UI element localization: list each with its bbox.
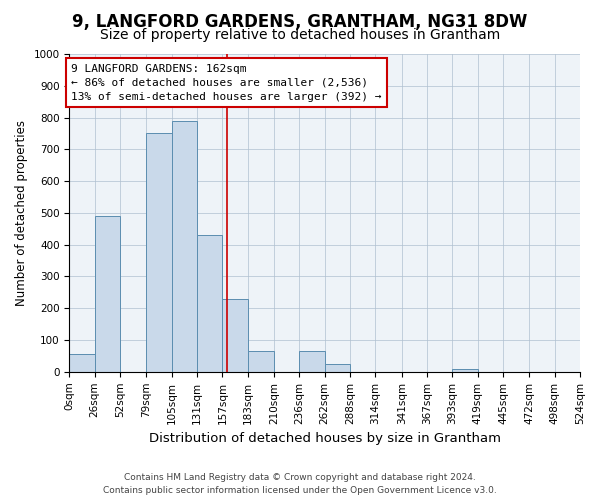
Bar — [146, 134, 172, 372]
Y-axis label: Number of detached properties: Number of detached properties — [15, 120, 28, 306]
Bar — [299, 351, 325, 372]
Text: 9, LANGFORD GARDENS, GRANTHAM, NG31 8DW: 9, LANGFORD GARDENS, GRANTHAM, NG31 8DW — [73, 12, 527, 30]
Bar — [452, 368, 478, 372]
Bar — [70, 354, 95, 372]
Text: 9 LANGFORD GARDENS: 162sqm
← 86% of detached houses are smaller (2,536)
13% of s: 9 LANGFORD GARDENS: 162sqm ← 86% of deta… — [71, 64, 382, 102]
Bar — [325, 364, 350, 372]
Bar — [223, 298, 248, 372]
Bar — [197, 235, 223, 372]
Bar — [95, 216, 120, 372]
X-axis label: Distribution of detached houses by size in Grantham: Distribution of detached houses by size … — [149, 432, 501, 445]
Text: Contains HM Land Registry data © Crown copyright and database right 2024.
Contai: Contains HM Land Registry data © Crown c… — [103, 474, 497, 495]
Bar — [172, 120, 197, 372]
Text: Size of property relative to detached houses in Grantham: Size of property relative to detached ho… — [100, 28, 500, 42]
Bar — [248, 351, 274, 372]
